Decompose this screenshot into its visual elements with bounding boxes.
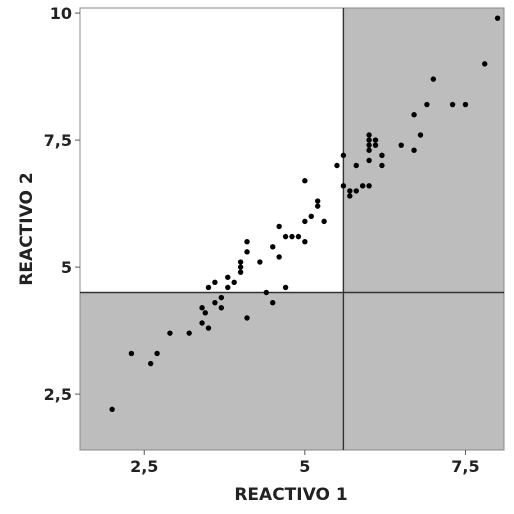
plot-frame — [79, 7, 505, 451]
data-point — [366, 142, 372, 148]
data-point — [295, 233, 302, 240]
data-point — [462, 101, 469, 108]
bottom-left-quadrant — [80, 292, 344, 450]
data-point — [411, 111, 417, 118]
quadrant-shading — [80, 8, 504, 450]
data-point — [372, 142, 379, 148]
data-point — [372, 137, 379, 143]
data-point — [218, 294, 225, 301]
x-axis-title: REACTIVO 1 — [234, 485, 347, 505]
data-point — [302, 218, 308, 225]
data-point — [147, 360, 154, 367]
data-point — [482, 61, 488, 67]
data-point — [244, 315, 250, 321]
data-point — [212, 299, 218, 306]
data-point — [282, 233, 289, 240]
y-axis-ticks: 2,5 5 7,5 10 — [44, 4, 80, 404]
bottom-right-quadrant — [343, 292, 504, 450]
data-point — [366, 137, 372, 143]
y-tick-label: 2,5 — [44, 385, 72, 404]
data-points — [109, 15, 501, 413]
data-point — [321, 218, 327, 225]
data-point — [199, 320, 205, 326]
data-point — [334, 162, 340, 169]
data-point — [430, 76, 437, 82]
data-point — [347, 193, 353, 199]
data-point — [359, 183, 366, 189]
data-point — [186, 330, 192, 336]
data-point — [237, 269, 244, 275]
data-point — [205, 284, 212, 291]
data-point — [366, 132, 372, 138]
data-point — [276, 223, 282, 230]
data-point — [366, 183, 372, 189]
data-point — [424, 101, 430, 108]
data-point — [276, 254, 282, 260]
y-tick-label: 10 — [50, 4, 72, 23]
data-point — [302, 178, 308, 184]
data-point — [244, 249, 250, 255]
data-point — [202, 310, 208, 316]
data-point — [417, 132, 424, 138]
data-point — [314, 203, 321, 209]
data-point — [237, 259, 244, 265]
data-point — [212, 279, 218, 286]
y-tick-label: 5 — [61, 258, 72, 277]
data-point — [379, 152, 385, 159]
data-point — [270, 299, 276, 306]
x-tick-label: 5 — [299, 457, 310, 476]
data-point — [225, 274, 231, 280]
data-point — [289, 233, 295, 240]
data-point — [237, 264, 244, 270]
data-point — [199, 305, 205, 311]
data-point — [379, 162, 385, 169]
data-point — [218, 305, 225, 311]
data-point — [225, 284, 231, 291]
data-point — [109, 406, 115, 413]
data-point — [282, 284, 289, 291]
data-point — [449, 101, 456, 108]
data-point — [398, 142, 404, 148]
data-point — [411, 147, 417, 153]
data-point — [167, 330, 173, 336]
data-point — [263, 289, 270, 296]
data-point — [244, 239, 250, 245]
data-point — [314, 198, 321, 204]
data-point — [231, 279, 237, 286]
data-point — [308, 213, 314, 219]
data-point — [302, 239, 308, 245]
data-point — [353, 188, 359, 194]
data-point — [494, 15, 501, 21]
data-point — [366, 147, 372, 153]
x-tick-label: 7,5 — [451, 457, 479, 476]
data-point — [270, 244, 276, 250]
data-point — [347, 188, 353, 194]
data-point — [205, 325, 212, 331]
data-point — [340, 183, 347, 189]
x-tick-label: 2,5 — [130, 457, 158, 476]
data-point — [257, 259, 263, 265]
data-point — [366, 157, 372, 164]
data-point — [353, 162, 359, 169]
x-axis-ticks: 2,5 5 7,5 — [130, 450, 480, 476]
data-point — [340, 152, 347, 159]
data-point — [154, 350, 160, 357]
data-point — [128, 350, 135, 357]
y-axis-title: REACTIVO 2 — [17, 172, 37, 285]
y-tick-label: 7,5 — [44, 131, 72, 150]
